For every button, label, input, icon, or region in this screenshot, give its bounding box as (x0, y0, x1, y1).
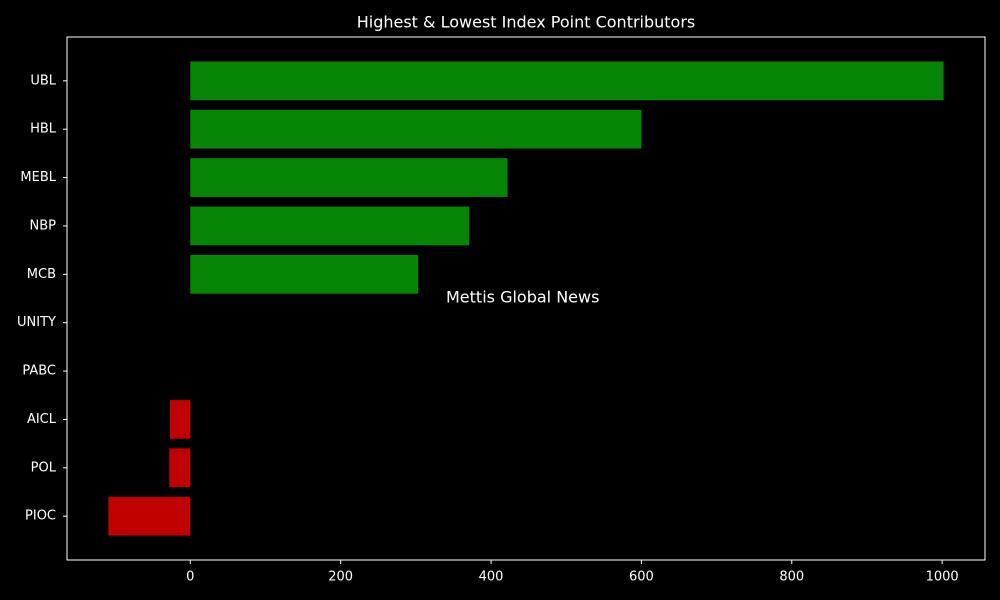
y-tick-label: NBP (30, 218, 57, 233)
annotation: Mettis Global News (446, 288, 599, 307)
x-tick-label: 600 (629, 570, 654, 585)
bar (190, 206, 470, 246)
bar (190, 109, 642, 149)
axes-frame (66, 36, 986, 561)
y-tick-label: MEBL (20, 170, 56, 185)
y-tick-label: PIOC (25, 509, 56, 524)
x-tick-label: 200 (328, 570, 353, 585)
bar (190, 254, 419, 294)
y-tick-label: UBL (30, 73, 56, 88)
x-tick-label: 800 (779, 570, 804, 585)
y-tick-label: POL (31, 460, 57, 475)
bar (108, 496, 191, 536)
y-tick-label: UNITY (17, 315, 56, 330)
x-tick-label: 400 (479, 570, 504, 585)
bar (170, 400, 191, 439)
chart-title: Highest & Lowest Index Point Contributor… (357, 13, 696, 32)
y-tick-label: HBL (30, 122, 57, 137)
bar (169, 448, 191, 488)
y-tick-label: AICL (27, 412, 57, 427)
x-tick-label: 1000 (926, 570, 959, 585)
bar (190, 158, 508, 197)
bar (190, 61, 944, 101)
y-tick-label: MCB (27, 267, 56, 282)
x-tick-label: 0 (186, 570, 194, 585)
y-tick-label: PABC (22, 364, 56, 379)
